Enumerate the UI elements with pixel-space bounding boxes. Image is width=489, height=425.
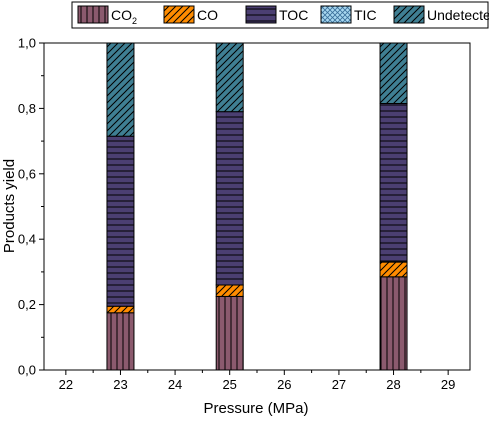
- x-axis-label: Pressure (MPa): [203, 400, 308, 417]
- bar-segment: [106, 135, 135, 307]
- x-tick-label: 25: [222, 377, 236, 392]
- plot-area: [106, 42, 408, 371]
- x-tick-label: 26: [277, 377, 291, 392]
- bar-segment: [379, 102, 408, 263]
- y-axis-label: Products yield: [1, 159, 18, 253]
- x-tick-label: 22: [59, 377, 73, 392]
- legend-swatch: [163, 5, 195, 24]
- legend-label: TOC: [279, 7, 308, 23]
- legend: CO2 CO TOC TIC Undetected: [71, 1, 489, 29]
- x-tick-label: 27: [332, 377, 346, 392]
- bar-segment: [106, 312, 135, 371]
- legend-swatch: [245, 5, 277, 24]
- axes: 22 23 24 25 26 27 28 29 0,0 0,2 0,4 0,6 0,8 1,0: [18, 36, 471, 392]
- x-tick-label: 29: [441, 377, 455, 392]
- bar-segment: [106, 42, 135, 137]
- legend-label: Undetected: [427, 7, 489, 23]
- bar-segment: [215, 111, 244, 286]
- legend-label: CO2: [111, 7, 137, 26]
- legend-label: CO: [197, 7, 218, 23]
- bar-segment: [215, 284, 244, 297]
- bar-segment: [215, 42, 244, 113]
- y-tick-label: 0,2: [18, 297, 36, 312]
- x-tick-label: 23: [113, 377, 127, 392]
- y-tick-label: 0,8: [18, 101, 36, 116]
- y-tick-label: 0,0: [18, 363, 36, 378]
- x-tick-label: 28: [386, 377, 400, 392]
- legend-swatch: [320, 5, 352, 24]
- y-tick-label: 0,6: [18, 166, 36, 181]
- bar-segment: [379, 42, 408, 104]
- legend-label: TIC: [354, 7, 377, 23]
- y-tick-label: 0,4: [18, 232, 36, 247]
- y-tick-label: 1,0: [18, 36, 36, 51]
- bar-segment: [215, 295, 244, 371]
- legend-swatch: [77, 5, 109, 24]
- bar-segment: [379, 261, 408, 278]
- bar-segment: [379, 276, 408, 371]
- x-tick-label: 24: [168, 377, 182, 392]
- legend-swatch: [393, 5, 425, 24]
- bar-segment: [106, 305, 135, 314]
